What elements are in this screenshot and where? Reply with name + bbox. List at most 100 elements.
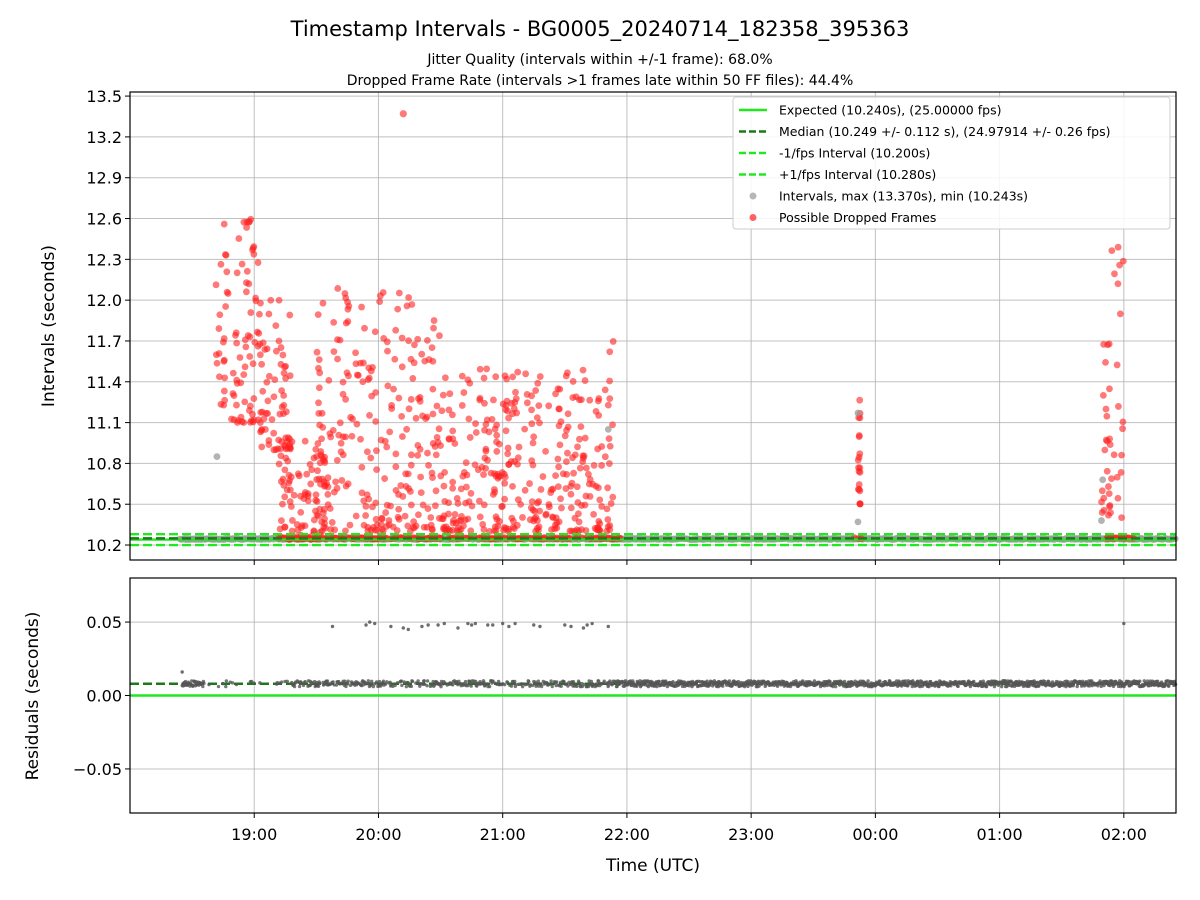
dropped-frame-point — [318, 435, 325, 443]
dropped-frame-point — [344, 318, 352, 325]
residual-point — [400, 683, 404, 688]
residual-outlier-point — [406, 627, 410, 632]
dropped-frame-point — [263, 378, 271, 386]
dropped-frame-point — [363, 448, 371, 456]
dropped-frame-point — [1113, 473, 1121, 481]
interval-y-axis-title: Intervals (seconds) — [39, 245, 59, 407]
dropped-frame-point — [459, 472, 467, 480]
residual-point — [828, 679, 832, 684]
dropped-frame-point — [273, 347, 280, 355]
dropped-frame-point — [432, 487, 440, 495]
dropped-frame-point — [342, 433, 349, 441]
dropped-frame-point — [414, 451, 422, 459]
residual-point — [393, 683, 397, 688]
dropped-frame-point — [338, 477, 346, 484]
dropped-frame-point — [532, 387, 540, 394]
residual-point — [962, 679, 966, 684]
residual-point — [727, 679, 732, 683]
dropped-frame-point — [281, 493, 289, 501]
residual-point — [513, 679, 517, 684]
residual-outlier-point — [606, 624, 610, 629]
dropped-frame-point — [367, 454, 375, 462]
residual-point — [487, 684, 492, 689]
dropped-frame-point — [405, 405, 413, 413]
dropped-frame-point — [604, 523, 612, 531]
residual-point — [866, 679, 870, 683]
residual-point — [292, 684, 297, 689]
dropped-frame-point — [249, 410, 256, 418]
dropped-frame-point — [1114, 243, 1122, 251]
dropped-frame-point — [552, 390, 559, 398]
residual-outlier-point — [469, 623, 474, 627]
dropped-frame-point — [425, 461, 432, 469]
residual-point — [202, 681, 206, 686]
dropped-frame-point — [1119, 425, 1126, 433]
dropped-frame-point — [567, 490, 575, 498]
dropped-frame-point — [258, 443, 266, 451]
dropped-frame-point — [403, 425, 411, 433]
dropped-frame-point — [432, 451, 440, 459]
dropped-frame-point — [333, 484, 341, 492]
dropped-frame-point — [554, 385, 562, 393]
dropped-frame-point — [404, 522, 412, 530]
interval-outlier-point — [1099, 476, 1107, 484]
dropped-frame-point — [589, 480, 597, 488]
dropped-frame-point — [280, 369, 288, 377]
dropped-frame-point — [531, 507, 539, 515]
dropped-frame-point — [272, 322, 280, 330]
legend-label: -1/fps Interval (10.200s) — [779, 146, 930, 161]
interval-outlier-point — [213, 453, 221, 461]
residual-point — [736, 679, 741, 684]
residual-point — [571, 679, 576, 684]
dropped-frame-point — [449, 478, 457, 486]
residual-point — [536, 679, 540, 683]
residual-point — [466, 683, 470, 688]
dropped-frame-point — [436, 332, 443, 340]
dropped-frame-point — [577, 396, 585, 404]
chart-title: Timestamp Intervals - BG0005_20240714_18… — [290, 17, 910, 42]
residual-point — [439, 684, 443, 689]
dropped-frame-point — [223, 288, 231, 296]
dropped-frame-point — [358, 489, 366, 497]
x-tick-label: 01:00 — [977, 825, 1023, 844]
dropped-frame-point — [241, 398, 249, 406]
dropped-frame-point — [528, 406, 535, 414]
residual-point — [258, 681, 262, 685]
dropped-frame-point — [213, 359, 221, 367]
residual-point — [623, 679, 628, 683]
dropped-frame-point — [280, 392, 288, 399]
dropped-frame-point — [233, 339, 241, 347]
dropped-frame-point — [472, 429, 480, 436]
residual-outlier-point — [401, 626, 406, 630]
dropped-frame-point — [334, 336, 341, 344]
dropped-frame-point — [590, 462, 598, 469]
dropped-frame-point — [433, 402, 441, 410]
dropped-frame-point — [342, 395, 350, 403]
dropped-frame-point — [438, 515, 446, 523]
dropped-frame-point — [220, 357, 228, 365]
dropped-frame-point — [313, 511, 321, 519]
dropped-frame-point — [246, 353, 254, 360]
residual-point — [303, 680, 307, 684]
dropped-frame-point — [339, 390, 347, 398]
dropped-frame-point — [366, 411, 373, 419]
dropped-frame-point — [420, 523, 428, 531]
dropped-frame-point — [398, 334, 406, 342]
dropped-frame-point — [222, 303, 230, 310]
residual-outlier-point — [330, 624, 335, 629]
dropped-frame-point — [555, 422, 563, 430]
dropped-frame-point — [576, 435, 583, 443]
dropped-frame-point — [533, 499, 541, 507]
residual-points — [180, 620, 1178, 689]
dropped-frame-point — [445, 406, 453, 414]
dropped-frame-point — [598, 503, 606, 510]
dropped-frame-point — [215, 325, 223, 332]
dropped-frame-point — [314, 311, 322, 319]
dropped-frame-point — [431, 502, 439, 510]
residual-point — [1172, 679, 1177, 684]
dropped-frame-point — [521, 425, 529, 433]
dropped-frame-point — [317, 480, 324, 488]
dropped-frame-point — [353, 420, 361, 428]
residual-point — [555, 680, 559, 684]
residual-outlier-point — [581, 626, 586, 630]
